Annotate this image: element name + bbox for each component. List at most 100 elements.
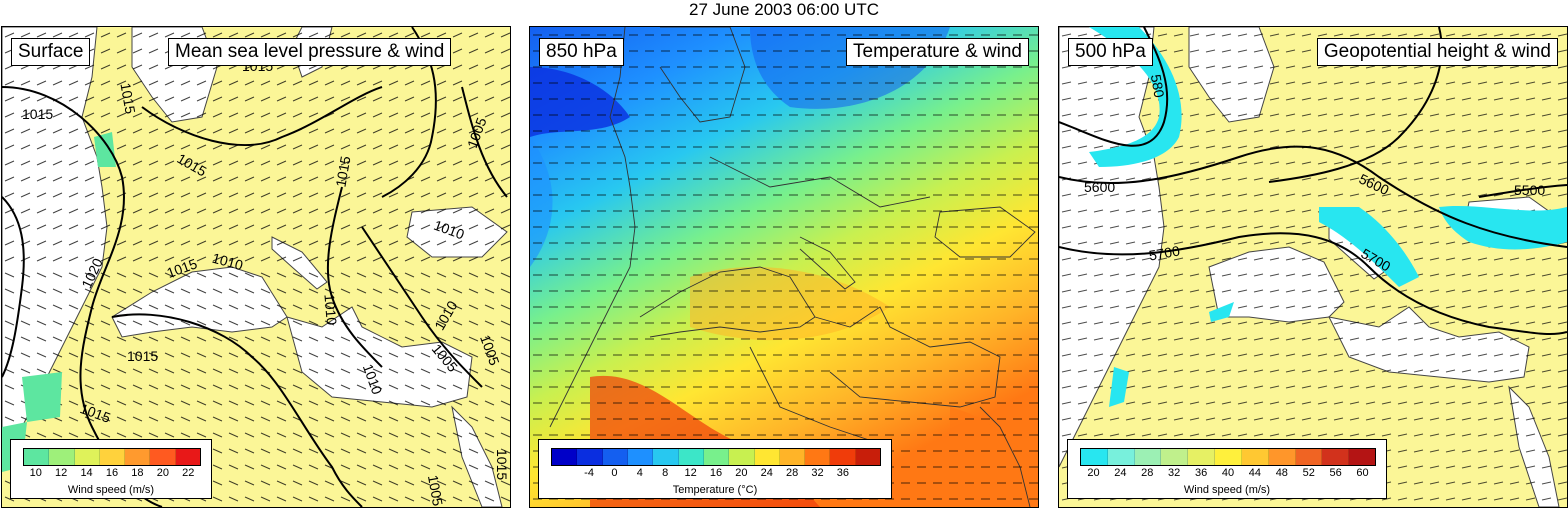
colorbar-tick-label: 0 — [611, 467, 618, 479]
isobar-label: 1010 — [211, 250, 245, 274]
colorbar-swatch — [1349, 449, 1375, 465]
jet-streak-east — [1439, 205, 1567, 250]
colorbar-title: Wind speed (m/s) — [1183, 484, 1271, 496]
isobar-label: 1015 — [127, 348, 158, 364]
colorbar-title: Wind speed (m/s) — [67, 484, 155, 496]
colorbar-title: Temperature (°C) — [672, 484, 758, 496]
isobar-label: 1015 — [494, 449, 510, 480]
colorbar-swatch — [99, 449, 126, 465]
colorbar-tick-label: 28 — [1141, 467, 1154, 479]
isobar-label: 1015 — [117, 82, 138, 116]
geopotential-map: 580 5600 5600 5500 5700 5700 — [1059, 27, 1567, 507]
colorbar-tick-label: 16 — [709, 467, 723, 479]
colorbar-tick-label: 20 — [156, 467, 169, 479]
height-label: 5600 — [1084, 179, 1115, 195]
colorbar-swatch — [754, 449, 780, 465]
surface-panel: 1015 1015 1015 1005 1015 1010 1015 1010 … — [1, 26, 511, 508]
colorbar-swatch — [703, 449, 730, 465]
colorbar-swatch — [1161, 449, 1189, 465]
colorbar-swatch — [175, 449, 200, 465]
colorbar-swatch — [577, 449, 603, 465]
colorbar-swatch — [805, 449, 831, 465]
colorbar-tick-label: 16 — [105, 467, 119, 479]
colorbar-swatch — [855, 449, 881, 465]
wind-colorbar: Wind speed (m/s) 20 24 28 32 36 40 44 48 52 56 60 — [1067, 439, 1387, 499]
colorbar-tick-label: 18 — [131, 467, 144, 479]
colorbar-swatch — [1215, 449, 1242, 465]
colorbar-swatch — [653, 449, 679, 465]
colorbar-swatch — [779, 449, 806, 465]
colorbar-tick-label: 8 — [662, 467, 669, 479]
colorbar-scale — [551, 448, 881, 466]
colorbar-tick-label: 20 — [1087, 467, 1100, 479]
colorbar-tick-label: 32 — [1168, 467, 1181, 479]
colorbar-tick-label: 32 — [811, 467, 824, 479]
colorbar-swatch — [729, 449, 755, 465]
colorbar-tick-label: 60 — [1356, 467, 1369, 479]
surface-map: 1015 1015 1015 1005 1015 1010 1015 1010 … — [2, 27, 510, 507]
temperature-map — [530, 27, 1038, 507]
colorbar-swatch — [1322, 449, 1350, 465]
colorbar-swatch — [602, 449, 628, 465]
height-label: 5500 — [1514, 182, 1545, 198]
isobar-label: 1015 — [22, 106, 53, 122]
colorbar-tick-label: 48 — [1275, 467, 1288, 479]
colorbar-swatch — [24, 449, 50, 465]
colorbar-tick-label: 24 — [760, 467, 773, 479]
colorbar-tick-label: 22 — [182, 467, 195, 479]
height-label: 580 — [1148, 73, 1168, 99]
field-label: Temperature & wind — [846, 38, 1029, 66]
colorbar-tick-label: 52 — [1302, 467, 1315, 479]
level-label: 850 hPa — [539, 38, 624, 66]
colorbar-swatch — [125, 449, 151, 465]
jet-streak-south — [1319, 207, 1419, 287]
colorbar-swatch — [1081, 449, 1108, 465]
colorbar-tick-label: 24 — [1114, 467, 1127, 479]
jet-streak-small-1 — [1209, 302, 1234, 322]
temperature-colorbar: Temperature (°C) -4 0 4 8 12 16 20 24 28 32 36 — [538, 439, 892, 499]
colorbar-swatch — [678, 449, 704, 465]
geopotential-panel: 580 5600 5600 5500 5700 5700 500 hPa Geo… — [1058, 26, 1568, 508]
colorbar-tick-label: 44 — [1248, 467, 1262, 479]
surface-colorbar: Wind speed (m/s) 10 12 14 16 18 20 22 — [10, 439, 212, 499]
isobar-label: 1015 — [332, 155, 353, 189]
colorbar-tick-label: -4 — [584, 467, 594, 479]
colorbar-tick-label: 10 — [29, 467, 42, 479]
colorbar-swatch — [1241, 449, 1269, 465]
level-label: 500 hPa — [1068, 38, 1153, 66]
colorbar-tick-label: 12 — [684, 467, 697, 479]
colorbar-tick-label: 56 — [1329, 467, 1342, 479]
colorbar-swatch — [1134, 449, 1162, 465]
colorbar-swatch — [1188, 449, 1216, 465]
colorbar-tick-label: 40 — [1221, 467, 1235, 479]
isobar-label: 1010 — [321, 293, 340, 326]
jet-streak-small-2 — [1109, 367, 1129, 407]
colorbar-swatch — [1107, 449, 1135, 465]
colorbar-swatch — [552, 449, 578, 465]
level-label: Surface — [11, 38, 91, 66]
colorbar-scale — [23, 448, 201, 466]
colorbar-swatch — [74, 449, 100, 465]
colorbar-swatch — [49, 449, 75, 465]
field-label: Geopotential height & wind — [1316, 38, 1558, 66]
height-label: 5700 — [1148, 242, 1182, 263]
colorbar-tick-label: 4 — [636, 467, 643, 479]
colorbar-swatch — [830, 449, 856, 465]
field-label: Mean sea level pressure & wind — [168, 38, 452, 66]
colorbar-tick-label: 20 — [735, 467, 748, 479]
colorbar-swatch — [627, 449, 654, 465]
colorbar-tick-label: 14 — [80, 467, 93, 479]
colorbar-tick-label: 12 — [55, 467, 68, 479]
colorbar-tick-label: 36 — [836, 467, 850, 479]
colorbar-swatch — [150, 449, 176, 465]
colorbar-tick-label: 36 — [1194, 467, 1208, 479]
colorbar-swatch — [1295, 449, 1323, 465]
wind-shade-1 — [94, 132, 116, 167]
colorbar-tick-label: 28 — [786, 467, 799, 479]
wind-shade-2 — [22, 372, 62, 422]
figure-title: 27 June 2003 06:00 UTC — [689, 0, 879, 19]
colorbar-scale — [1080, 448, 1376, 466]
temperature-panel: 850 hPa Temperature & wind Temperature (… — [529, 26, 1039, 508]
colorbar-swatch — [1268, 449, 1296, 465]
isobar-label: 1005 — [425, 474, 446, 507]
